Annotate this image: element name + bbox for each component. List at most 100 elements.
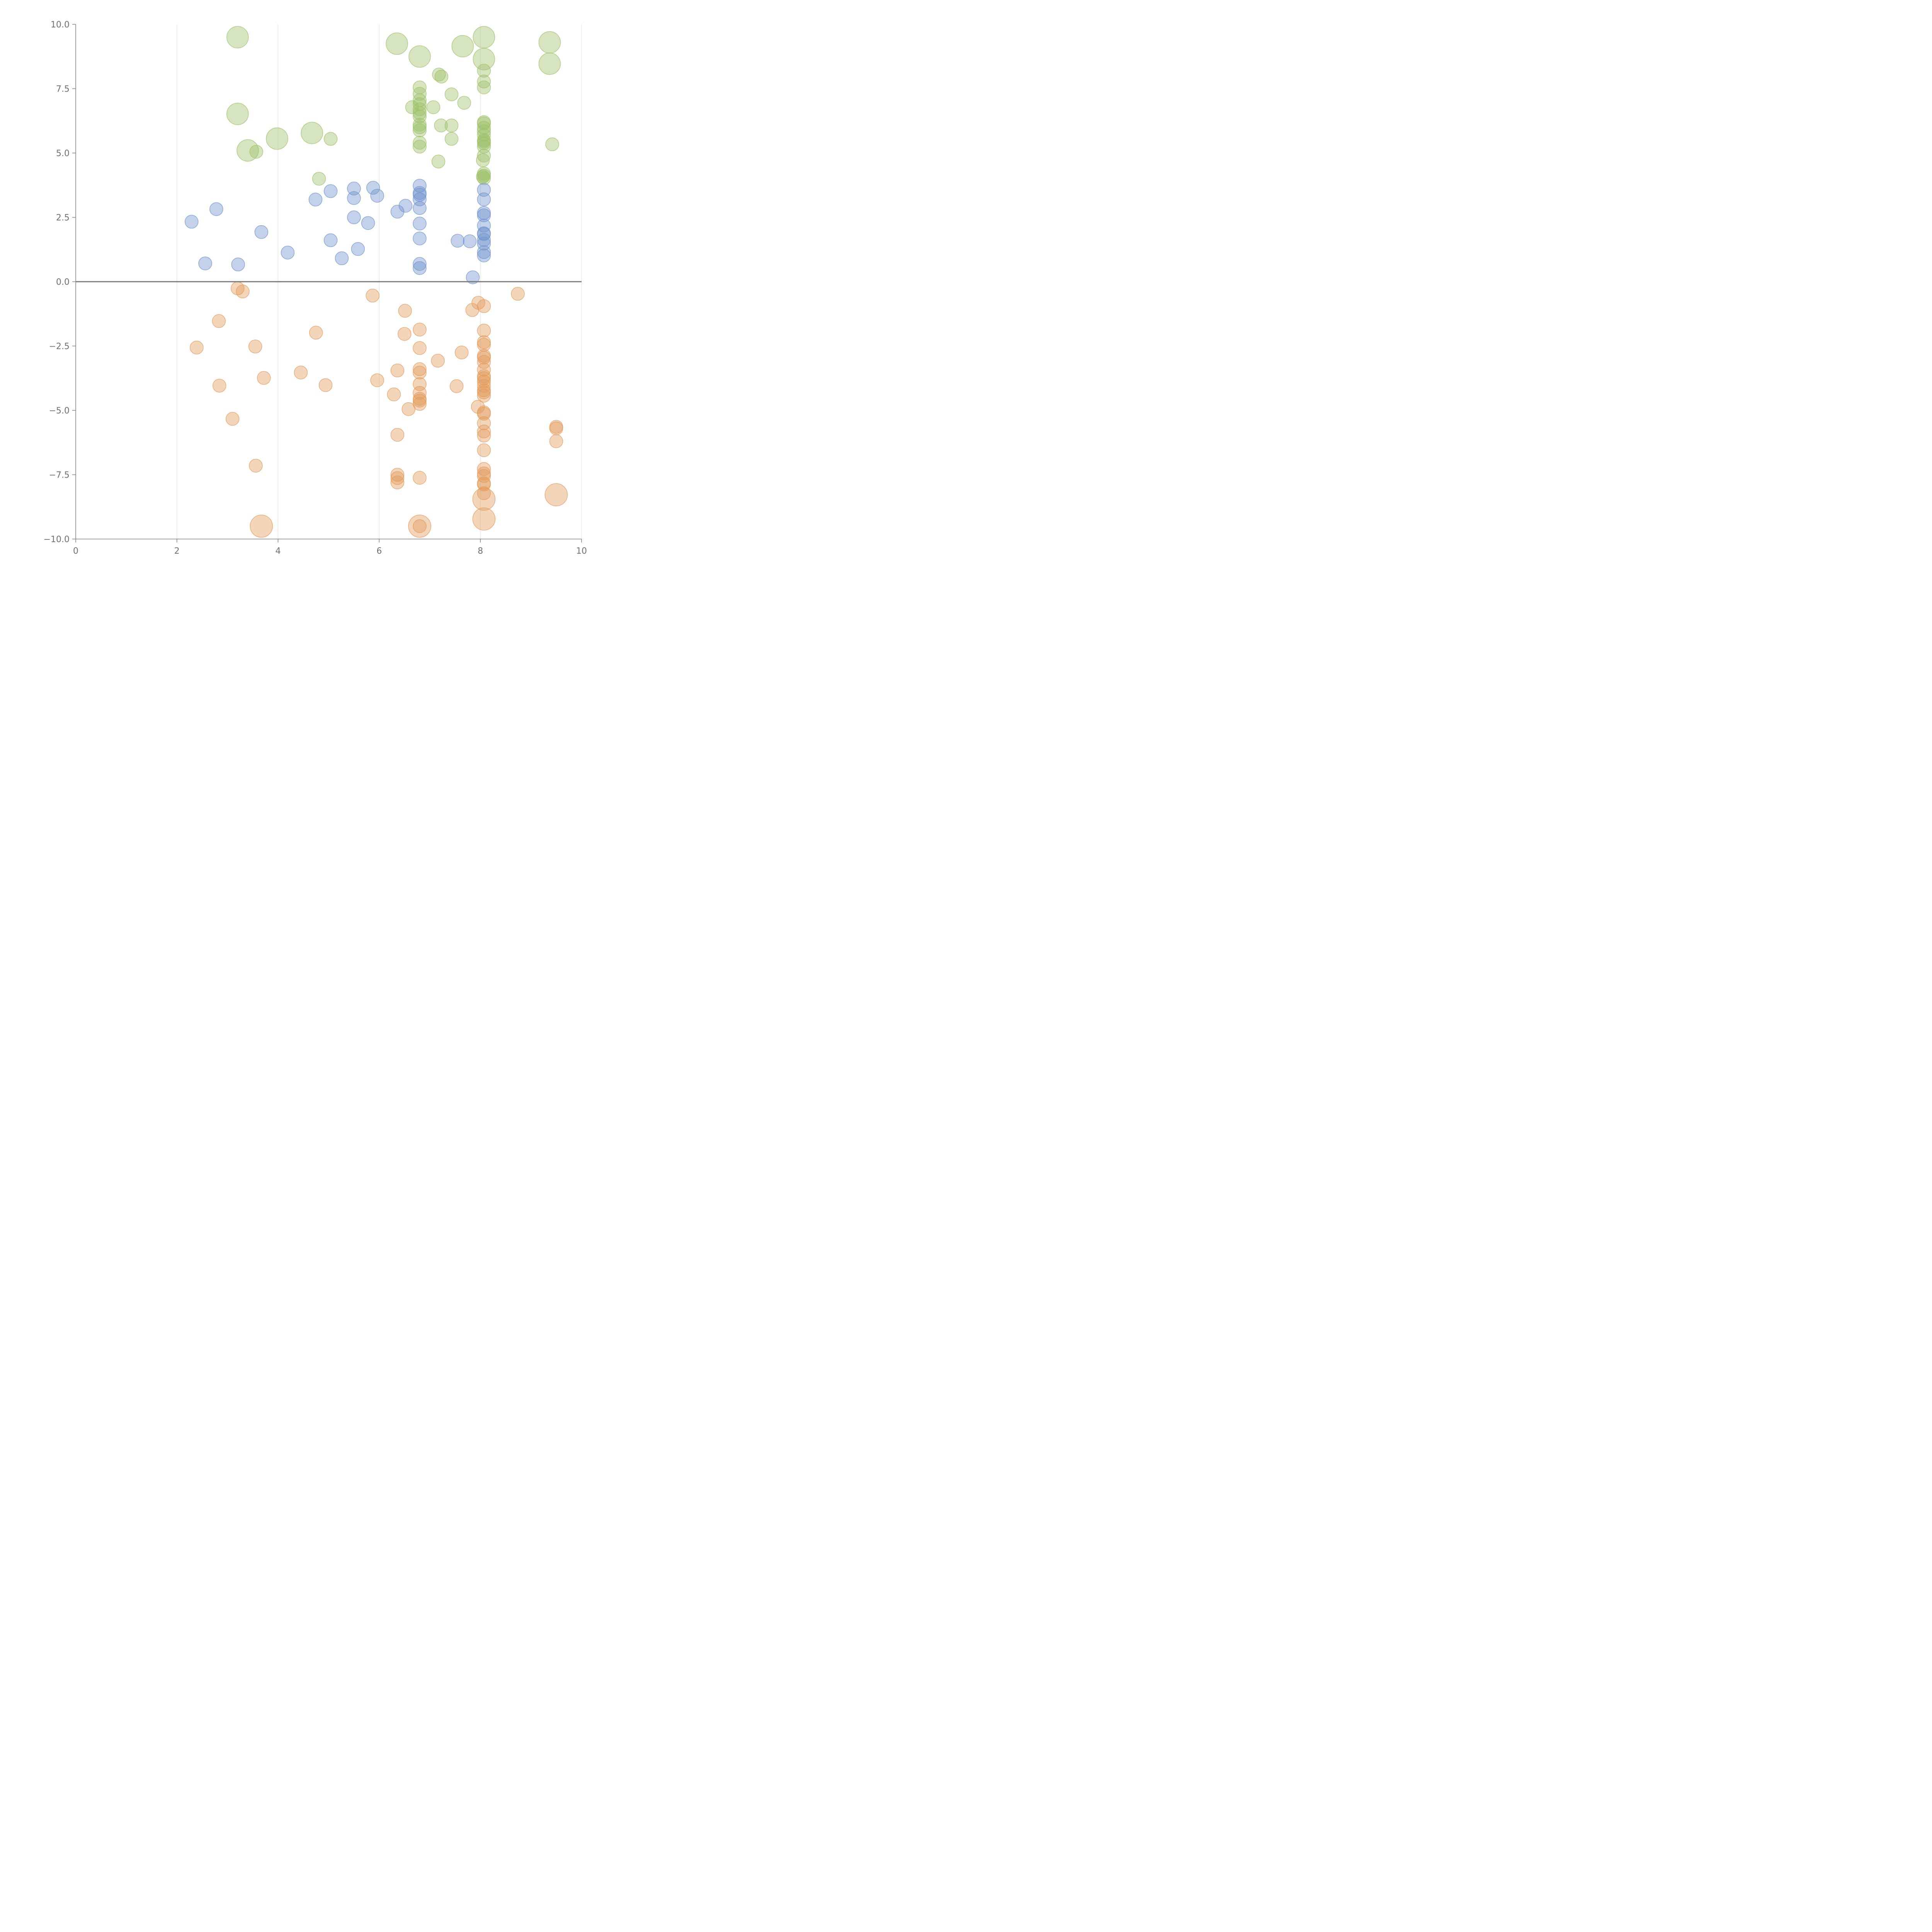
data-point-green xyxy=(226,26,249,49)
data-point-green xyxy=(249,145,264,159)
data-point-blue xyxy=(477,192,491,206)
y-tick-label: 7.5 xyxy=(56,85,70,94)
data-point-blue xyxy=(281,245,295,260)
data-point-blue xyxy=(413,231,427,245)
x-tick-label: 4 xyxy=(276,546,281,556)
data-point-green xyxy=(476,153,490,167)
chart-root: 10.0 7.5 5.0 2.5 0.0 −2.5 −5.0 −7.5 −10.0 0 2 4 6 8 10 xyxy=(0,0,606,606)
data-point-blue xyxy=(361,216,375,230)
data-point-orange xyxy=(455,345,469,359)
data-point-green xyxy=(477,80,491,94)
data-point-blue xyxy=(370,189,384,203)
data-point-green xyxy=(477,136,491,150)
data-point-blue xyxy=(347,191,361,205)
data-point-blue xyxy=(308,192,323,207)
data-point-orange xyxy=(477,385,491,400)
data-point-green xyxy=(408,45,431,68)
data-point-blue xyxy=(477,227,491,241)
y-tick-label: −10.0 xyxy=(44,535,70,544)
data-point-orange xyxy=(370,373,384,387)
y-tick-label: 10.0 xyxy=(51,20,70,30)
data-point-orange xyxy=(477,299,491,313)
data-point-green xyxy=(413,109,427,124)
data-point-orange xyxy=(413,386,427,400)
data-point-orange xyxy=(472,488,496,511)
data-point-orange xyxy=(544,483,568,507)
data-point-green xyxy=(413,123,427,138)
axis-layer: 10.0 7.5 5.0 2.5 0.0 −2.5 −5.0 −7.5 −10.00 2 4 6 8 10 xyxy=(44,20,587,556)
data-point-orange xyxy=(390,468,405,482)
data-point-orange xyxy=(213,379,226,393)
data-point-orange xyxy=(413,397,427,411)
data-point-green xyxy=(444,87,459,101)
bubble-scatter-chart: 10.0 7.5 5.0 2.5 0.0 −2.5 −5.0 −7.5 −10.00 2 4 6 8 10 xyxy=(44,20,587,556)
y-tick-label: −7.5 xyxy=(49,471,70,480)
data-point-orange xyxy=(408,514,431,538)
data-point-blue xyxy=(185,215,199,229)
data-point-orange xyxy=(390,475,405,490)
data-point-blue xyxy=(413,261,427,275)
data-point-green xyxy=(457,96,471,110)
data-point-blue xyxy=(477,236,491,251)
data-point-blue xyxy=(477,248,491,262)
data-point-orange xyxy=(472,507,496,531)
data-point-orange xyxy=(398,327,412,341)
data-point-green xyxy=(226,103,249,125)
y-tick-label: 5.0 xyxy=(56,149,70,158)
data-point-green xyxy=(413,120,427,134)
data-point-blue xyxy=(477,245,491,259)
data-point-orange xyxy=(413,362,427,376)
x-tick-label: 6 xyxy=(376,546,382,556)
data-point-orange xyxy=(401,402,416,416)
data-point-orange xyxy=(413,393,427,408)
data-point-blue xyxy=(463,234,477,248)
data-point-orange xyxy=(318,378,333,392)
data-point-blue xyxy=(347,182,361,196)
data-point-orange xyxy=(471,400,485,414)
data-point-orange xyxy=(398,304,412,318)
data-point-orange xyxy=(477,416,491,430)
y-tick-label: −2.5 xyxy=(49,342,70,352)
data-point-orange xyxy=(477,389,491,403)
data-point-green xyxy=(413,136,427,150)
data-point-blue xyxy=(398,199,413,213)
data-point-green xyxy=(432,68,446,82)
data-point-orange xyxy=(477,383,491,397)
data-point-orange xyxy=(549,434,563,448)
data-point-orange xyxy=(449,379,464,393)
data-point-green xyxy=(413,102,427,116)
data-point-blue xyxy=(477,233,491,247)
data-point-blue xyxy=(477,183,491,197)
data-point-blue xyxy=(477,219,491,233)
data-point-green xyxy=(451,35,474,58)
data-point-green xyxy=(477,64,491,78)
x-tick-label: 10 xyxy=(576,546,587,556)
data-point-orange xyxy=(257,371,271,385)
data-point-green xyxy=(312,172,326,186)
data-point-blue xyxy=(323,233,338,247)
data-point-orange xyxy=(413,341,427,355)
data-point-orange xyxy=(431,354,445,368)
data-point-green xyxy=(434,118,448,133)
data-point-orange xyxy=(248,340,262,354)
data-point-orange xyxy=(477,469,491,483)
data-point-blue xyxy=(451,234,465,248)
data-point-green xyxy=(426,100,440,114)
data-point-orange xyxy=(309,326,323,340)
data-point-orange xyxy=(413,471,427,485)
data-point-orange xyxy=(413,519,427,533)
data-point-orange xyxy=(477,443,491,457)
data-point-blue xyxy=(254,225,269,239)
data-point-green xyxy=(236,139,259,162)
data-point-orange xyxy=(549,421,563,435)
data-point-blue xyxy=(366,181,380,195)
data-point-orange xyxy=(212,314,226,328)
data-point-orange xyxy=(390,471,405,485)
data-point-green xyxy=(413,106,427,120)
data-point-green xyxy=(444,132,459,146)
data-point-orange xyxy=(477,323,491,338)
data-point-green xyxy=(477,75,491,88)
data-point-orange xyxy=(477,406,491,421)
data-point-green xyxy=(538,31,561,54)
data-point-orange xyxy=(190,340,204,355)
